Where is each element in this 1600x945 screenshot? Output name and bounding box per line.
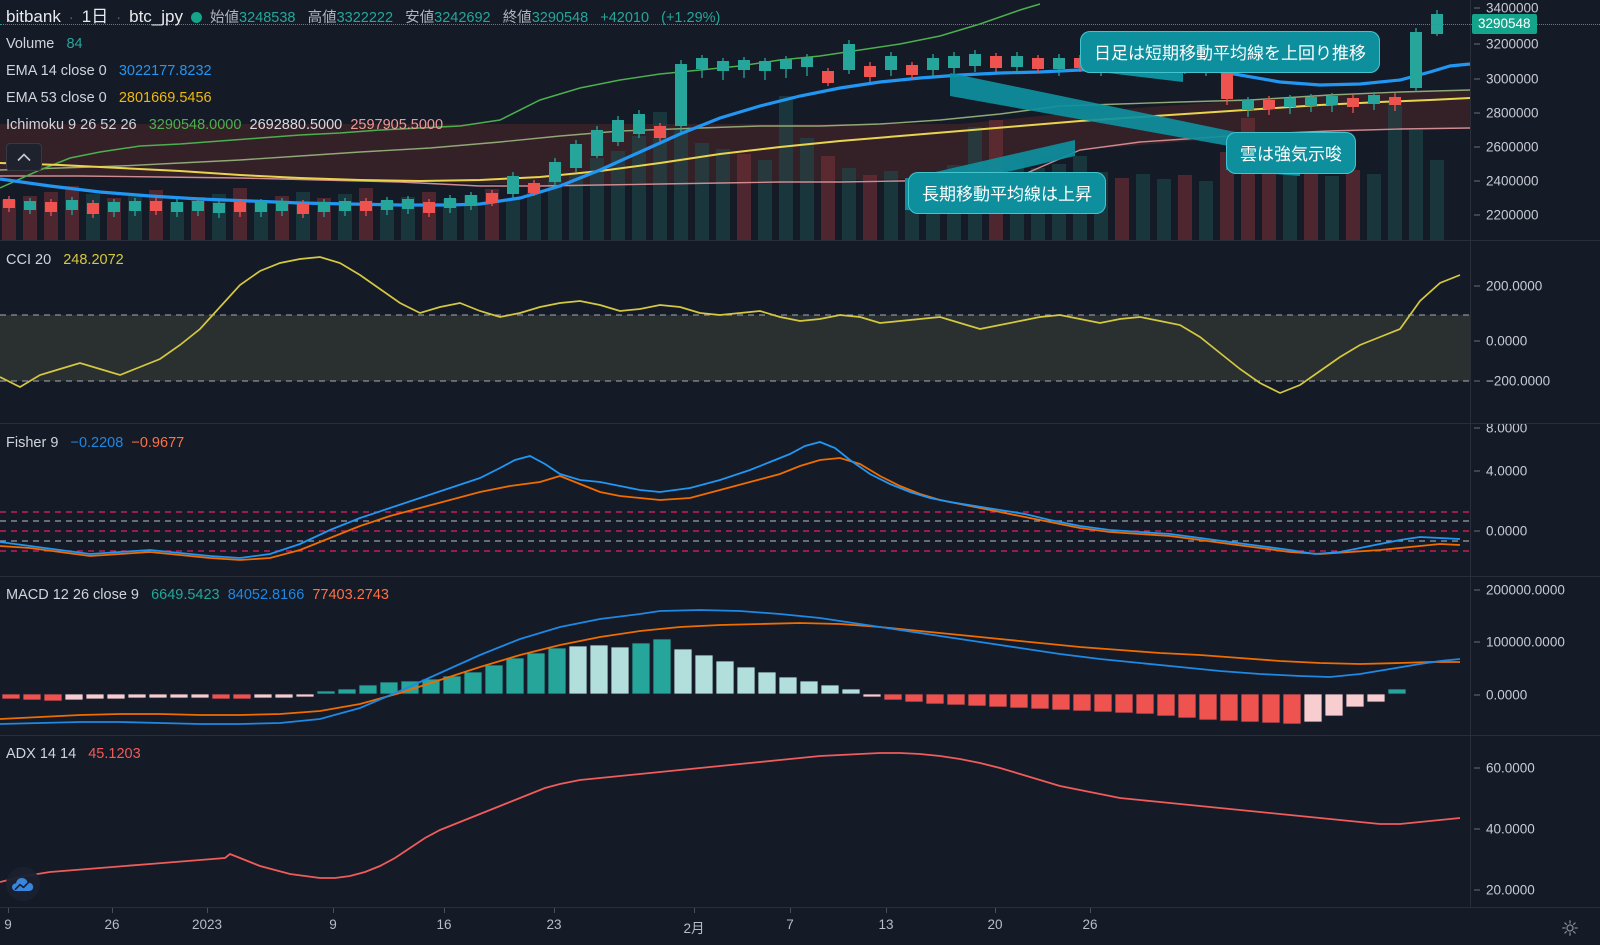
macd-line [0, 609, 1461, 725]
pane-divider[interactable] [0, 735, 1600, 736]
time-axis[interactable]: 9 26 2023 9 16 23 2月 7 13 20 26 [0, 907, 1600, 945]
macd-tick-label: 0.0000 [1486, 687, 1528, 703]
price-axis[interactable]: 3400000 3200000 3000000 2800000 2600000 … [1470, 0, 1600, 240]
fisher-line [0, 441, 1461, 559]
current-price-line [0, 24, 1600, 25]
price-tick-label: 3400000 [1486, 0, 1539, 16]
fisher-plot-svg [0, 441, 1470, 561]
adx-axis[interactable]: 60.0000 40.0000 20.0000 [1470, 736, 1600, 908]
fisher-tick-label: 8.0000 [1486, 424, 1528, 436]
cci-axis[interactable]: 200.0000 0.0000 −200.0000 [1470, 241, 1600, 423]
current-price-badge: 3290548 [1472, 14, 1537, 34]
macd-plot[interactable] [0, 577, 1470, 735]
macd-signal-line [0, 622, 1460, 720]
price-tick-label: 2400000 [1486, 173, 1539, 189]
time-tick-label: 16 [436, 917, 452, 932]
cci-plot[interactable] [0, 241, 1470, 423]
chevron-up-icon [17, 152, 31, 161]
chart-settings-button[interactable] [1562, 920, 1578, 936]
cci-plot-svg [0, 256, 1470, 394]
fisher-pane: 8.0000 4.0000 0.0000 [0, 424, 1600, 576]
note-cloud[interactable]: 雲は強気示唆 [1226, 132, 1356, 174]
time-tick-label: 20 [987, 917, 1003, 932]
adx-line [0, 752, 1461, 883]
price-tick-label: 2200000 [1486, 207, 1539, 223]
cci-tick-label: −200.0000 [1486, 373, 1551, 389]
note-long-ma[interactable]: 長期移動平均線は上昇 [908, 172, 1106, 214]
ichimoku-chikou [0, 3, 1041, 189]
fisher-tick-label: 4.0000 [1486, 463, 1528, 479]
macd-axis[interactable]: 200000.0000 100000.0000 0.0000 [1470, 577, 1600, 735]
note-short-ma[interactable]: 日足は短期移動平均線を上回り推移 [1080, 31, 1380, 73]
adx-pane: 60.0000 40.0000 20.0000 [0, 736, 1600, 908]
time-tick-label: 9 [4, 917, 12, 932]
fisher-axis[interactable]: 8.0000 4.0000 0.0000 [1470, 424, 1600, 576]
macd-tick-label: 100000.0000 [1486, 634, 1565, 650]
cci-tick-label: 200.0000 [1486, 278, 1543, 294]
adx-tick-label: 60.0000 [1486, 760, 1535, 776]
ichimoku-senkou-b [0, 89, 1470, 171]
fisher-tick-label: 0.0000 [1486, 523, 1528, 539]
cci-pane: 200.0000 0.0000 −200.0000 [0, 241, 1600, 423]
gear-icon [1562, 920, 1578, 936]
pane-divider[interactable] [0, 423, 1600, 424]
pane-divider[interactable] [0, 240, 1600, 241]
axis-separator [1470, 0, 1471, 945]
fisher-trigger-line [0, 457, 1461, 561]
collapse-pane-button[interactable] [6, 143, 42, 171]
price-tick-label: 2800000 [1486, 105, 1539, 121]
fisher-plot[interactable] [0, 424, 1470, 576]
macd-histogram [1, 638, 1407, 725]
cci-band-fill [0, 315, 1470, 381]
price-tick-label: 3200000 [1486, 36, 1539, 52]
time-tick-label: 23 [546, 917, 562, 932]
time-tick-label: 26 [1082, 917, 1098, 932]
adx-tick-label: 40.0000 [1486, 821, 1535, 837]
cci-line [0, 256, 1461, 394]
price-tick-label: 3000000 [1486, 71, 1539, 87]
adx-plot-svg [0, 752, 1461, 883]
cloud-chart-icon [12, 878, 34, 891]
macd-pane: 200000.0000 100000.0000 0.0000 [0, 577, 1600, 735]
time-tick-label: 7 [786, 917, 794, 932]
watermark-logo-icon [6, 867, 40, 901]
note-short-ma-leader [950, 73, 1240, 148]
adx-tick-label: 20.0000 [1486, 882, 1535, 898]
cci-tick-label: 0.0000 [1486, 333, 1528, 349]
time-tick-label: 13 [878, 917, 894, 932]
price-tick-label: 2600000 [1486, 139, 1539, 155]
time-tick-label: 2月 [683, 921, 705, 936]
macd-plot-svg [0, 609, 1461, 725]
time-tick-label: 26 [104, 917, 120, 932]
time-tick-label: 2023 [191, 917, 223, 932]
time-tick-label: 9 [329, 917, 337, 932]
adx-plot[interactable] [0, 736, 1470, 908]
macd-tick-label: 200000.0000 [1486, 582, 1565, 598]
pane-divider[interactable] [0, 576, 1600, 577]
